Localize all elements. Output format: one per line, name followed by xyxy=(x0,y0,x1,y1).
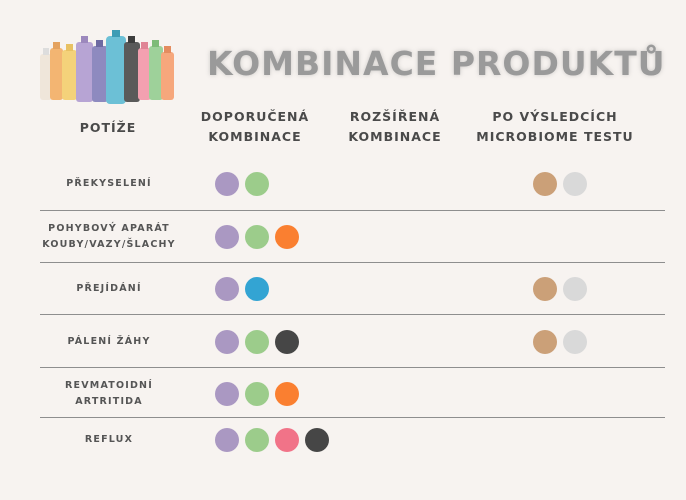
product-bottles-image xyxy=(40,30,174,104)
issue-label-line: ARTRITIDA xyxy=(75,396,143,407)
row-divider xyxy=(40,210,665,211)
header-recommended: DOPORUČENÁ KOMBINACE xyxy=(200,109,310,144)
purple-product-dot xyxy=(215,225,239,249)
recommended-combination xyxy=(215,330,299,354)
tan-product-dot xyxy=(533,277,557,301)
issue-label: PŘEKYSELENÍ xyxy=(40,176,178,192)
row-divider xyxy=(40,417,665,418)
test-combination xyxy=(533,172,587,196)
orange-product-dot xyxy=(275,382,299,406)
tan-product-dot xyxy=(533,330,557,354)
purple-product-dot xyxy=(215,330,239,354)
pink-product-dot xyxy=(275,428,299,452)
purple-product-dot xyxy=(215,277,239,301)
issue-label: PŘEJÍDÁNÍ xyxy=(40,281,178,297)
tan-product-dot xyxy=(533,172,557,196)
blue-product-dot xyxy=(245,277,269,301)
recommended-combination xyxy=(215,382,299,406)
light-gray-product-dot xyxy=(563,277,587,301)
header-extended: ROZŠÍŘENÁ KOMBINACE xyxy=(348,109,442,144)
purple-product-dot xyxy=(215,382,239,406)
issue-label-line: PŘEJÍDÁNÍ xyxy=(76,283,142,294)
issue-label-line: REFLUX xyxy=(84,434,134,445)
table-row: REVMATOIDNÍ ARTRITIDA xyxy=(40,374,665,414)
purple-product-dot xyxy=(215,172,239,196)
light-gray-product-dot xyxy=(563,330,587,354)
header-issue: POTÍŽE xyxy=(79,120,137,135)
green-product-dot xyxy=(245,225,269,249)
test-combination xyxy=(533,330,587,354)
table-row: PŘEKYSELENÍ xyxy=(40,164,665,204)
table-row: POHYBOVÝ APARÁT KOUBY/VAZY/ŠLACHY xyxy=(40,217,665,257)
table-row: REFLUX xyxy=(40,420,665,460)
light-gray-product-dot xyxy=(563,172,587,196)
recommended-combination xyxy=(215,172,269,196)
row-divider xyxy=(40,262,665,263)
issue-label-line: PŘEKYSELENÍ xyxy=(66,178,152,189)
issue-label-line: REVMATOIDNÍ xyxy=(65,380,153,391)
test-combination xyxy=(533,277,587,301)
green-product-dot xyxy=(245,330,269,354)
page-title: KOMBINACE PRODUKTŮ xyxy=(207,44,666,83)
issue-label-line: PÁLENÍ ŽÁHY xyxy=(67,336,151,347)
issue-label-line: POHYBOVÝ APARÁT xyxy=(48,223,170,234)
row-divider xyxy=(40,314,665,315)
table-row: PÁLENÍ ŽÁHY xyxy=(40,322,665,362)
recommended-combination xyxy=(215,277,269,301)
recommended-combination xyxy=(215,428,329,452)
table-row: PŘEJÍDÁNÍ xyxy=(40,269,665,309)
issue-label: REVMATOIDNÍ ARTRITIDA xyxy=(40,378,178,410)
issue-label-line: KOUBY/VAZY/ŠLACHY xyxy=(42,239,176,250)
recommended-combination xyxy=(215,225,299,249)
dark-product-dot xyxy=(305,428,329,452)
green-product-dot xyxy=(245,382,269,406)
row-divider xyxy=(40,367,665,368)
issue-label: REFLUX xyxy=(40,432,178,448)
green-product-dot xyxy=(245,428,269,452)
dark-product-dot xyxy=(275,330,299,354)
header-test: PO VÝSLEDCÍCH MICROBIOME TESTU xyxy=(476,109,634,144)
green-product-dot xyxy=(245,172,269,196)
purple-product-dot xyxy=(215,428,239,452)
issue-label: PÁLENÍ ŽÁHY xyxy=(40,334,178,350)
issue-label: POHYBOVÝ APARÁT KOUBY/VAZY/ŠLACHY xyxy=(40,221,178,253)
orange-product-dot xyxy=(275,225,299,249)
